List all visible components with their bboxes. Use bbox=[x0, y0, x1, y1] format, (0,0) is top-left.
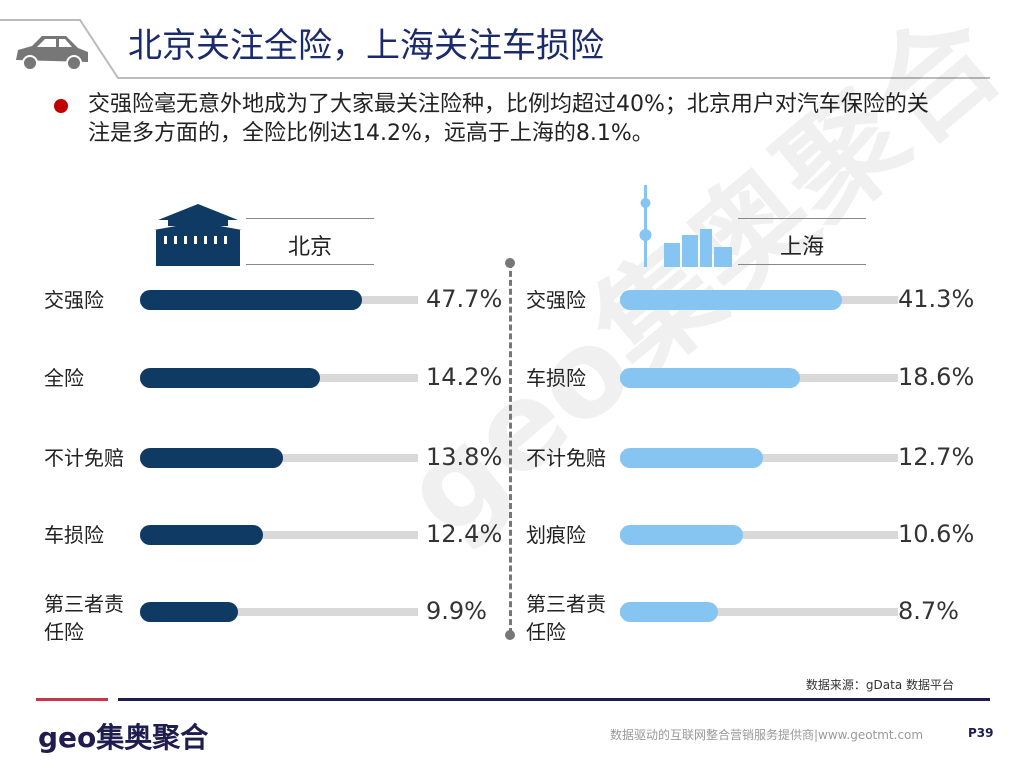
bar-track bbox=[140, 531, 418, 539]
bar bbox=[140, 290, 362, 310]
bar-value-label: 10.6% bbox=[898, 520, 975, 548]
bar-category-label: 不计免赔 bbox=[526, 446, 606, 470]
bar-category-label: 车损险 bbox=[526, 366, 586, 390]
beijing-title: 北京 bbox=[288, 235, 333, 260]
bar-value-label: 12.4% bbox=[426, 520, 503, 548]
bar-category-label: 车损险 bbox=[44, 523, 104, 547]
bullet-dot bbox=[54, 99, 68, 113]
bar-value-label: 14.2% bbox=[426, 363, 503, 391]
page-number: P39 bbox=[968, 726, 994, 740]
bar bbox=[140, 448, 283, 468]
divider-knob bbox=[505, 630, 515, 640]
bar bbox=[620, 368, 800, 388]
divider-knob bbox=[505, 258, 515, 268]
footer-tagline: 数据驱动的互联网整合营销服务提供商|www.geotmt.com bbox=[610, 728, 924, 742]
bar-track bbox=[620, 608, 898, 616]
bar-category-label: 交强险 bbox=[44, 288, 104, 312]
forbidden-city-icon bbox=[154, 204, 242, 266]
center-divider bbox=[509, 262, 512, 634]
footer-line bbox=[118, 698, 990, 701]
bar-category-label: 交强险 bbox=[526, 288, 586, 312]
bar-value-label: 9.9% bbox=[426, 597, 487, 625]
bar bbox=[620, 290, 842, 310]
bullet-text: 交强险毫无意外地成为了大家最关注险种，比例均超过40%；北京用户对汽车保险的关注… bbox=[40, 90, 940, 148]
bar-category-label: 不计免赔 bbox=[44, 446, 124, 470]
divider-line bbox=[738, 218, 866, 219]
footer-accent-line bbox=[36, 698, 108, 701]
shanghai-skyline-icon bbox=[639, 185, 732, 267]
divider-line bbox=[246, 218, 374, 219]
bar-category-label: 全险 bbox=[44, 366, 84, 390]
bar-value-label: 12.7% bbox=[898, 443, 975, 471]
bar bbox=[620, 448, 763, 468]
bar-track bbox=[620, 531, 898, 539]
shanghai-title: 上海 bbox=[780, 235, 825, 260]
bar bbox=[140, 368, 320, 388]
bar-category-label: 第三者责任险 bbox=[44, 592, 124, 644]
car-icon bbox=[16, 36, 88, 71]
header-frame bbox=[0, 19, 990, 79]
divider-line bbox=[738, 264, 866, 265]
bar-value-label: 13.8% bbox=[426, 443, 503, 471]
bar bbox=[140, 525, 263, 545]
page-title: 北京关注全险，上海关注车损险 bbox=[128, 26, 604, 66]
bar-value-label: 18.6% bbox=[898, 363, 975, 391]
bar bbox=[620, 525, 743, 545]
bar-value-label: 8.7% bbox=[898, 597, 959, 625]
company-logo: geo集奥聚合 bbox=[38, 721, 209, 754]
bar-category-label: 划痕险 bbox=[526, 523, 586, 547]
bar bbox=[620, 602, 718, 622]
bar-value-label: 47.7% bbox=[426, 285, 503, 313]
bullet-content: 交强险毫无意外地成为了大家最关注险种，比例均超过40%；北京用户对汽车保险的关注… bbox=[88, 92, 929, 146]
bar bbox=[140, 602, 238, 622]
bar-value-label: 41.3% bbox=[898, 285, 975, 313]
bar-track bbox=[140, 608, 418, 616]
divider-line bbox=[246, 264, 374, 265]
bar-category-label: 第三者责任险 bbox=[526, 592, 606, 644]
data-source: 数据来源：gData 数据平台 bbox=[805, 678, 954, 692]
